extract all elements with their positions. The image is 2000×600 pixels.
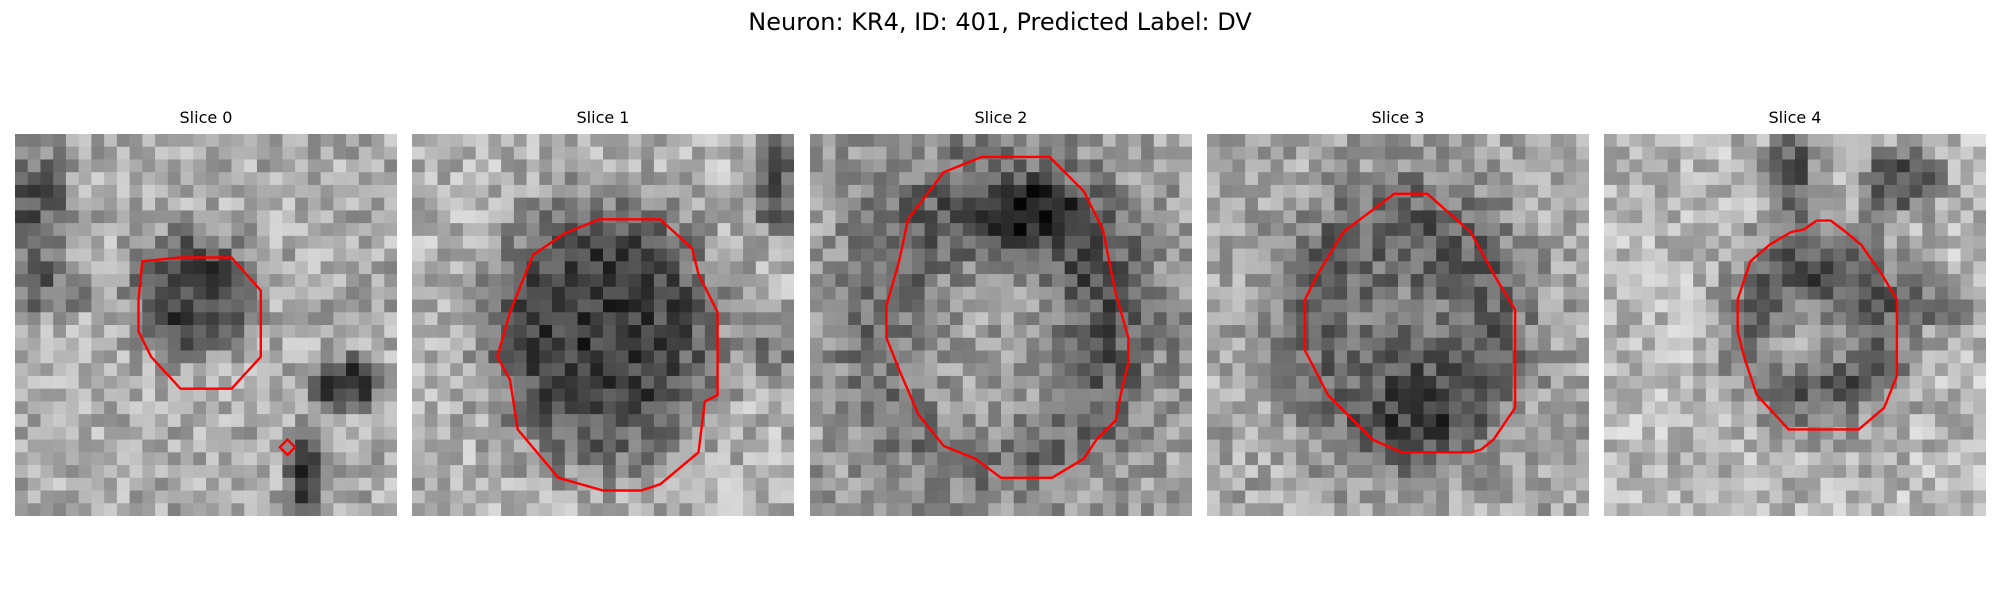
figure-title: Neuron: KR4, ID: 401, Predicted Label: D…: [748, 8, 1252, 36]
pixel-grid: [810, 134, 1192, 516]
slice-0-image: [15, 134, 397, 516]
pixel-grid: [1207, 134, 1589, 516]
neuron-contour: [1736, 219, 1899, 431]
small-contour: [278, 437, 297, 457]
slice-1-image: [412, 134, 794, 516]
slice-0-title: Slice 0: [179, 108, 233, 127]
slice-2-title: Slice 2: [974, 108, 1028, 127]
pixel-grid: [1604, 134, 1986, 516]
slice-3-title: Slice 3: [1371, 108, 1425, 127]
pixel-grid: [412, 134, 794, 516]
neuron-contour: [496, 218, 719, 492]
neuron-contour: [885, 155, 1130, 479]
slice-1-title: Slice 1: [576, 108, 630, 127]
slice-4-title: Slice 4: [1768, 108, 1822, 127]
neuron-contour: [1303, 192, 1517, 454]
slice-4-image: [1604, 134, 1986, 516]
pixel-grid: [15, 134, 397, 516]
neuron-contour: [137, 256, 263, 390]
slice-3-image: [1207, 134, 1589, 516]
slice-2-image: [810, 134, 1192, 516]
